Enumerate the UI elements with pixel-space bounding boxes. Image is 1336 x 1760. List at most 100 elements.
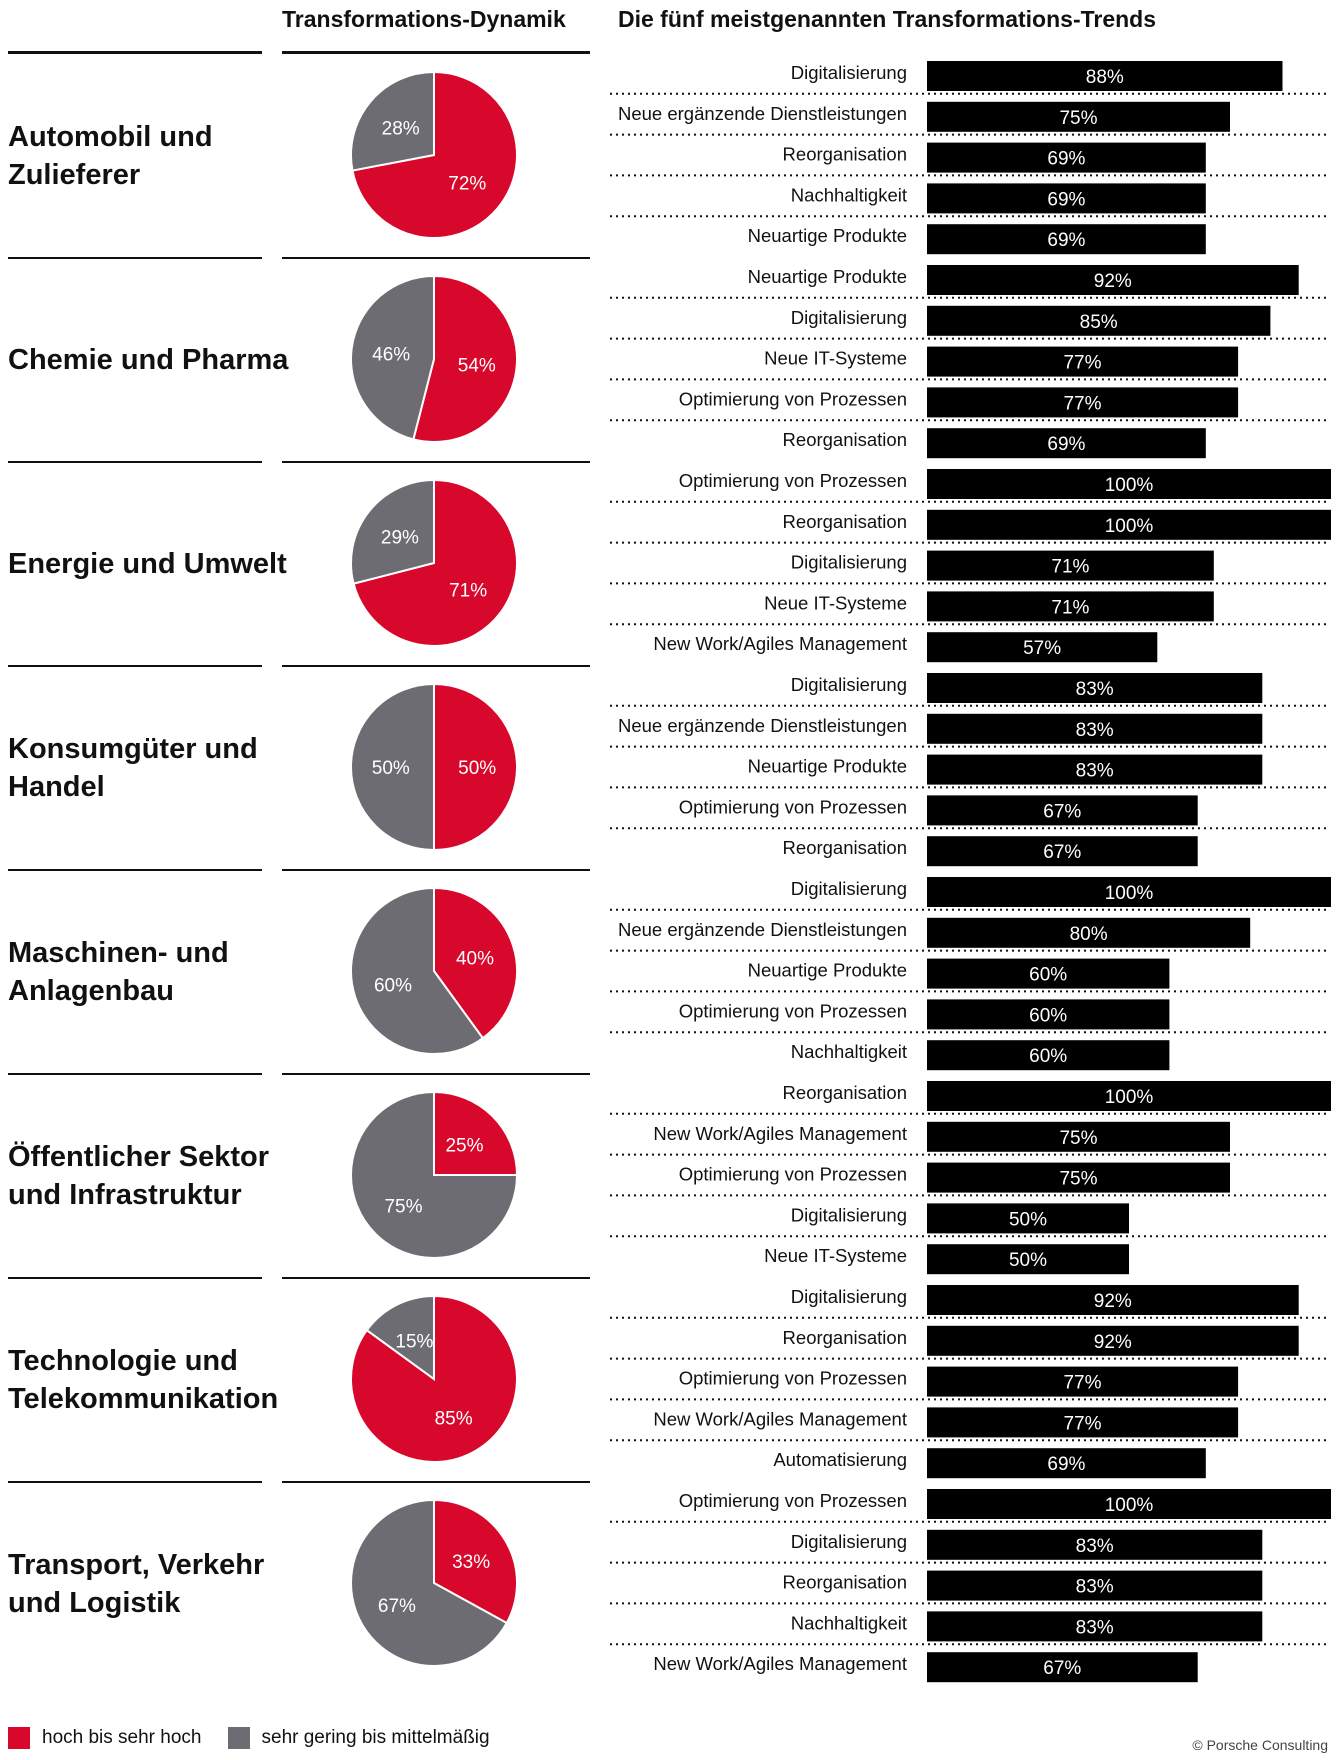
trend-label: Neue IT-Systeme <box>764 592 907 613</box>
trend-label: Neue ergänzende Dienstleistungen <box>618 103 907 124</box>
trend-label: Optimierung von Prozessen <box>679 1000 907 1021</box>
pie-label-high: 85% <box>435 1409 473 1430</box>
pie-slice-low <box>365 1294 435 1381</box>
trend-value-label: 83% <box>1076 720 1114 741</box>
trend-label: Digitalisierung <box>791 1204 907 1225</box>
pie-label-low: 60% <box>374 975 412 996</box>
pie-label-low: 15% <box>395 1332 433 1353</box>
trend-value-label: 67% <box>1043 1658 1081 1679</box>
trend-label: Neuartige Produkte <box>748 266 907 287</box>
legend-label-low: sehr gering bis mittelmäßig <box>261 1727 490 1748</box>
trend-bar <box>927 673 1263 703</box>
pie-label-high: 25% <box>445 1136 483 1157</box>
legend-label-high: hoch bis sehr hoch <box>42 1727 202 1748</box>
header-rule-left <box>8 51 262 54</box>
trend-label: New Work/Agiles Management <box>653 1653 907 1674</box>
trend-label: Digitalisierung <box>791 552 907 573</box>
trend-bar <box>927 591 1214 622</box>
trend-label: Optimierung von Prozessen <box>679 1368 907 1389</box>
trend-bar <box>927 877 1331 907</box>
trend-label: Reorganisation <box>783 511 907 532</box>
legend-swatch-high <box>8 1727 30 1749</box>
trend-bar <box>927 1652 1198 1683</box>
trend-value-label: 60% <box>1029 1046 1067 1067</box>
trend-value-label: 100% <box>1105 1087 1154 1108</box>
pie-label-low: 28% <box>382 119 420 140</box>
pie-slice-low <box>350 478 435 585</box>
trend-value-label: 69% <box>1047 230 1085 251</box>
trend-bar <box>927 632 1158 663</box>
trends-header: Die fünf meistgenannten Transformations-… <box>618 6 1157 32</box>
pie-slice-high <box>433 1090 519 1176</box>
pie-label-low: 29% <box>381 528 419 549</box>
trend-value-label: 100% <box>1105 516 1154 537</box>
trend-value-label: 71% <box>1051 597 1089 618</box>
category-label: Konsumgüter und Handel <box>8 733 258 803</box>
trend-value-label: 67% <box>1043 842 1081 863</box>
legend-item-low: sehr gering bis mittelmäßig <box>227 1727 490 1749</box>
trend-label: Digitalisierung <box>791 1531 907 1552</box>
trend-bar <box>927 1203 1129 1234</box>
trend-bar <box>927 305 1271 336</box>
trend-value-label: 92% <box>1094 271 1132 292</box>
trend-label: New Work/Agiles Management <box>653 633 907 654</box>
pie-slice-high <box>412 274 518 443</box>
pie-label-low: 67% <box>378 1596 416 1617</box>
legend-swatch-low <box>227 1727 250 1749</box>
trend-bar <box>927 958 1170 989</box>
trend-bar <box>927 917 1251 948</box>
trend-bar <box>927 1285 1299 1315</box>
trend-label: Digitalisierung <box>791 1286 907 1307</box>
trend-bar <box>927 1366 1239 1397</box>
trend-label: Neue ergänzende Dienstleistungen <box>618 919 907 940</box>
trend-label: Neuartige Produkte <box>748 225 907 246</box>
trend-value-label: 57% <box>1023 638 1061 659</box>
trend-bar <box>927 387 1239 418</box>
trend-label: Automatisierung <box>773 1449 907 1470</box>
trend-value-label: 77% <box>1063 1413 1101 1434</box>
trend-label: Reorganisation <box>783 1572 907 1593</box>
pie-label-high: 50% <box>458 758 496 779</box>
trend-bar <box>927 1570 1263 1601</box>
trend-bar <box>927 1529 1263 1560</box>
trend-bar <box>927 754 1263 785</box>
pie-label-high: 33% <box>452 1552 490 1573</box>
trend-value-label: 69% <box>1047 1454 1085 1475</box>
trend-value-label: 92% <box>1094 1332 1132 1353</box>
trend-label: Optimierung von Prozessen <box>679 388 907 409</box>
trend-bar <box>927 1121 1230 1152</box>
trend-label: Nachhaltigkeit <box>791 1612 907 1633</box>
pie-label-high: 71% <box>449 581 487 602</box>
trend-bar <box>927 836 1198 867</box>
trend-label: Digitalisierung <box>791 674 907 695</box>
pie-slice-high <box>352 478 518 647</box>
category-label: Transport, Verkehr und Logistik <box>8 1549 264 1619</box>
trend-value-label: 92% <box>1094 1291 1132 1312</box>
trend-label: Digitalisierung <box>791 878 907 899</box>
trend-value-label: 85% <box>1080 312 1118 333</box>
trend-bar <box>927 999 1170 1030</box>
trend-label: Reorganisation <box>783 837 907 858</box>
trend-bar <box>927 428 1206 459</box>
trend-bar <box>927 795 1198 826</box>
trend-label: Digitalisierung <box>791 307 907 328</box>
trend-value-label: 83% <box>1076 679 1114 700</box>
trend-label: New Work/Agiles Management <box>653 1408 907 1429</box>
trend-label: Optimierung von Prozessen <box>679 796 907 817</box>
trend-bar <box>927 101 1230 132</box>
credit: © Porsche Consulting <box>1192 1737 1328 1753</box>
trend-label: Neue ergänzende Dienstleistungen <box>618 715 907 736</box>
trend-bar <box>927 265 1299 295</box>
pie-slice-low <box>350 1498 509 1667</box>
category-label: Öffentlicher Sektor und Infrastruktur <box>8 1140 269 1211</box>
trend-bar <box>927 1040 1170 1071</box>
trend-value-label: 69% <box>1047 149 1085 170</box>
trend-value-label: 83% <box>1076 1577 1114 1598</box>
trend-label: Neue IT-Systeme <box>764 348 907 369</box>
trend-value-label: 100% <box>1105 1495 1154 1516</box>
legend-item-high: hoch bis sehr hoch <box>8 1727 202 1749</box>
category-label: Energie und Umwelt <box>8 548 287 580</box>
trend-label: Reorganisation <box>783 1327 907 1348</box>
trend-value-label: 77% <box>1063 353 1101 374</box>
trend-label: Reorganisation <box>783 144 907 165</box>
